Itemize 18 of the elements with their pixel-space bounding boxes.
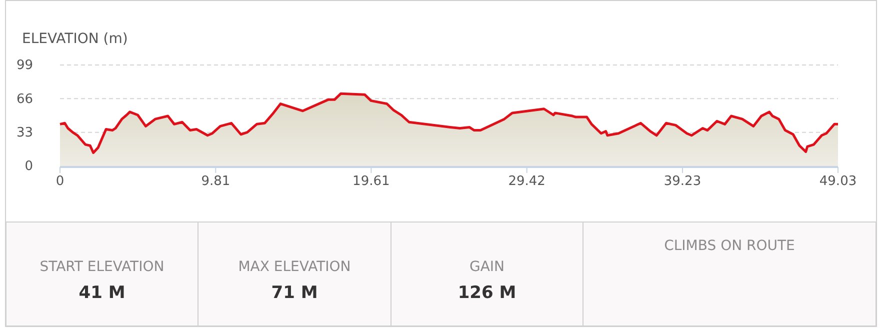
x-tick-label: 39.23 bbox=[664, 174, 702, 190]
text: START ELEVATION bbox=[40, 259, 164, 275]
x-tick-label: 0 bbox=[56, 174, 64, 190]
text: 41 M bbox=[78, 283, 126, 303]
y-tick-label: 33 bbox=[16, 125, 33, 140]
y-tick-label: 99 bbox=[16, 58, 33, 74]
y-tick-label: 66 bbox=[16, 92, 33, 107]
text: MAX ELEVATION bbox=[238, 259, 351, 275]
y-axis-title: ELEVATION (m) bbox=[22, 31, 128, 47]
text: 71 M bbox=[271, 283, 318, 303]
x-tick-label: 19.61 bbox=[352, 174, 390, 190]
x-tick-label: 49.03 bbox=[819, 174, 857, 190]
x-tick-label: 29.42 bbox=[508, 174, 546, 190]
y-tick-label: 0 bbox=[24, 159, 33, 174]
text: CLIMBS ON ROUTE bbox=[664, 238, 795, 254]
text: 126 M bbox=[458, 283, 516, 303]
x-tick-label: 9.81 bbox=[201, 174, 230, 190]
text: GAIN bbox=[469, 259, 505, 275]
